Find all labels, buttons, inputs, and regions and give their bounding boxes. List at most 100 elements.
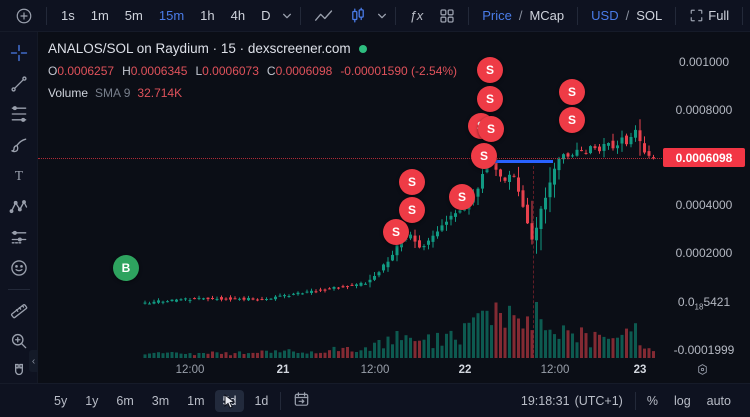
range-group: 5y1y6m3m1m5d1d <box>46 389 276 412</box>
plus-circle-icon <box>16 8 32 23</box>
pattern-tool-button[interactable] <box>6 196 32 218</box>
timeframe-group: 1s 1m 5m 15m 1h 4h D <box>53 5 278 26</box>
line-chart-type-button[interactable] <box>307 5 341 27</box>
range-6m[interactable]: 6m <box>108 390 141 412</box>
indicators-button[interactable]: ƒx <box>402 5 430 26</box>
x-axis-label: 21 <box>276 364 290 376</box>
price-mcap-toggle[interactable]: Price / MCap <box>475 5 571 26</box>
position-tool-button[interactable] <box>6 226 32 248</box>
timeframe-1m[interactable]: 1m <box>83 5 117 26</box>
clock-timezone-button[interactable]: 19:18:31 (UTC+1) <box>513 390 631 412</box>
svg-text:T: T <box>14 168 22 183</box>
range-3m[interactable]: 3m <box>144 390 177 412</box>
mouse-cursor-icon <box>224 393 235 409</box>
xabcd-pattern-icon <box>9 199 27 213</box>
emoji-tool-button[interactable] <box>6 257 32 279</box>
timezone-label: (UTC+1) <box>574 393 623 408</box>
fx-icon: ƒx <box>409 8 424 23</box>
timeframe-menu-chevron[interactable] <box>280 8 294 24</box>
range-1m[interactable]: 1m <box>179 390 212 412</box>
y-axis-label: -0.0001999 <box>673 343 735 357</box>
chevron-down-icon <box>283 13 292 18</box>
crosshair-tool-button[interactable] <box>6 42 32 64</box>
goto-date-icon <box>295 392 309 406</box>
grid-layout-icon <box>440 8 454 23</box>
timeframe-1s[interactable]: 1s <box>53 5 83 26</box>
y-axis-label: 0.0185421 <box>677 295 731 312</box>
y-axis-label: 0.0002000 <box>675 246 733 260</box>
session-vertical-line <box>533 166 534 358</box>
timeframe-1h[interactable]: 1h <box>192 5 222 26</box>
magnet-icon <box>14 363 23 376</box>
crosshair-icon <box>10 44 27 62</box>
layout-grid-button[interactable] <box>432 5 462 27</box>
divider <box>675 6 677 25</box>
live-status-dot <box>358 45 367 54</box>
price-mode-label: Price <box>482 8 512 23</box>
last-price-tag: 0.0006098 <box>663 148 745 167</box>
timeframe-15m[interactable]: 15m <box>151 5 192 26</box>
add-instrument-button[interactable] <box>8 4 40 28</box>
trend-line-tool-button[interactable] <box>6 73 32 95</box>
chart-type-menu-chevron[interactable] <box>375 8 389 24</box>
text-icon: T <box>14 168 22 183</box>
drawn-horizontal-line[interactable] <box>493 160 553 163</box>
clock-time: 19:18:31 <box>520 393 570 408</box>
chart-legend: ANALOS/SOL on Raydium · 15 · dexscreener… <box>48 39 457 102</box>
x-axis-label: 12:00 <box>360 364 390 376</box>
usd-sol-toggle[interactable]: USD / SOL <box>584 5 669 26</box>
range-1d[interactable]: 1d <box>246 390 276 412</box>
divider <box>280 391 282 410</box>
divider <box>395 6 397 25</box>
price-scale-settings-icon[interactable] <box>696 363 709 379</box>
usd-mode-label: USD <box>591 8 619 23</box>
price-axis[interactable]: 0.001000 0.0008000 0.0004000 0.0002000 0.018… <box>662 32 750 383</box>
y-axis-label: 0.0008000 <box>675 103 733 117</box>
long-position-icon <box>11 231 26 244</box>
timeframe-D[interactable]: D <box>253 5 278 26</box>
divider <box>46 6 47 25</box>
divider <box>577 6 579 25</box>
magnet-tool-button[interactable] <box>6 361 32 383</box>
volume-value: 32.714K <box>137 86 183 101</box>
range-5d[interactable]: 5d <box>214 389 245 412</box>
divider <box>7 288 30 290</box>
divider <box>468 6 470 25</box>
text-tool-button[interactable]: T <box>6 165 32 187</box>
x-axis-label: 12:00 <box>540 364 570 376</box>
scale-log-button[interactable]: log <box>667 390 698 412</box>
candle-chart-type-button[interactable] <box>343 4 373 27</box>
scale-auto-button[interactable]: auto <box>700 390 738 412</box>
zoom-in-tool-button[interactable] <box>6 331 32 353</box>
emoji-icon <box>10 260 27 276</box>
fib-retracement-icon <box>11 106 26 123</box>
range-5y[interactable]: 5y <box>46 390 75 412</box>
candlestick-icon <box>352 7 365 23</box>
brush-tool-button[interactable] <box>6 134 32 156</box>
volume-row: Volume SMA 9 32.714K <box>48 84 457 102</box>
x-axis-label: 12:00 <box>175 364 205 376</box>
divider <box>634 391 636 410</box>
divider <box>300 6 302 25</box>
collapse-toolbar-chevron[interactable]: ‹ <box>29 350 38 372</box>
candlestick-canvas <box>143 119 655 358</box>
scale-percent-button[interactable]: % <box>640 390 665 412</box>
chart-pane[interactable]: ANALOS/SOL on Raydium · 15 · dexscreener… <box>38 32 662 383</box>
price-change: -0.00001590 (-2.54%) <box>340 64 458 79</box>
divider <box>742 6 744 25</box>
measure-tool-button[interactable] <box>6 300 32 322</box>
fib-retracement-tool-button[interactable] <box>6 103 32 125</box>
fullscreen-icon <box>690 9 703 22</box>
ohlc-l: L0.0006073 <box>195 64 259 79</box>
fullscreen-button[interactable]: Full <box>682 5 736 26</box>
top-toolbar: 1s 1m 5m 15m 1h 4h D ƒx Price / MCap USD <box>0 0 750 32</box>
volume-sma-label: SMA 9 <box>95 86 131 101</box>
range-1y[interactable]: 1y <box>77 390 106 412</box>
brush-icon <box>10 138 26 153</box>
timeframe-4h[interactable]: 4h <box>223 5 253 26</box>
goto-date-button[interactable] <box>285 387 318 414</box>
scale-buttons-group: % log auto <box>640 390 738 412</box>
timeframe-5m[interactable]: 5m <box>117 5 151 26</box>
